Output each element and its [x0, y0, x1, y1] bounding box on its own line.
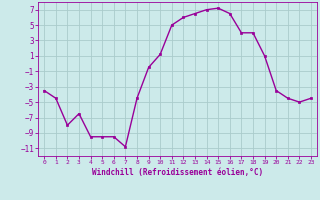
X-axis label: Windchill (Refroidissement éolien,°C): Windchill (Refroidissement éolien,°C) — [92, 168, 263, 177]
